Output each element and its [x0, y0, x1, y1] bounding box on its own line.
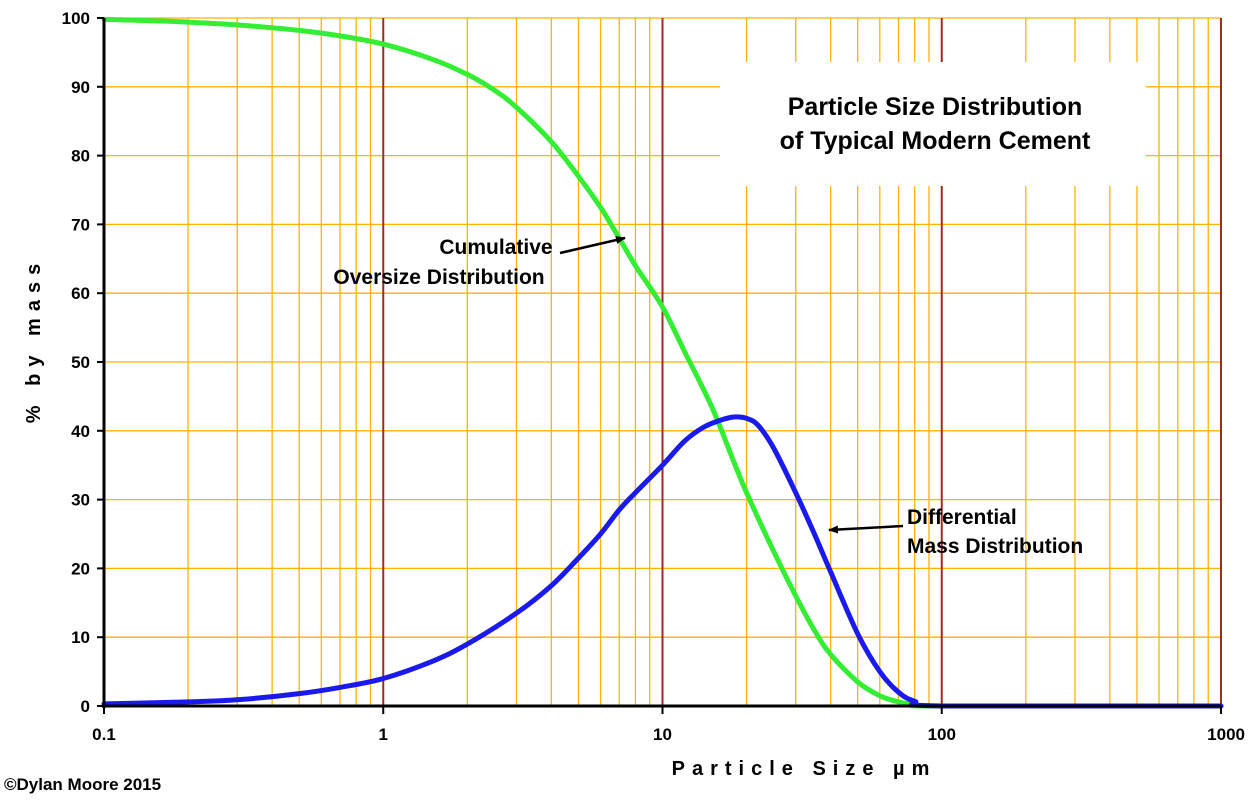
copyright: ©Dylan Moore 2015 — [4, 775, 161, 794]
y-tick-label: 80 — [71, 147, 90, 166]
y-tick-label: 40 — [71, 422, 90, 441]
x-tick-label: 10 — [653, 725, 672, 744]
y-tick-label: 30 — [71, 491, 90, 510]
cumulative-label-line-1: Cumulative — [439, 236, 552, 259]
series — [101, 16, 1224, 709]
y-tick-label: 90 — [71, 78, 90, 97]
x-tick-label: 0.1 — [92, 725, 116, 744]
chart-title-line-1: Particle Size Distribution — [788, 93, 1083, 121]
y-axis-title: % by mass — [23, 257, 45, 423]
title-box — [720, 62, 1146, 186]
axes: 0 10 20 30 40 50 60 70 80 90 100 0.1 1 10 100 1000 — [62, 9, 1245, 744]
y-tick-label: 60 — [71, 284, 90, 303]
x-tick-label: 1 — [379, 725, 388, 744]
y-tick-label: 50 — [71, 353, 90, 372]
series-line-cumulative — [101, 16, 1224, 709]
y-tick-label: 0 — [81, 697, 90, 716]
y-tick-label: 10 — [71, 628, 90, 647]
x-axis-title: Particle Size µm — [672, 758, 937, 780]
cumulative-arrow — [559, 236, 626, 255]
differential-arrow — [828, 524, 904, 534]
differential-label-line-2: Mass Distribution — [907, 535, 1083, 558]
x-tick-label: 1000 — [1207, 725, 1245, 744]
chart-title-line-2: of Typical Modern Cement — [780, 127, 1091, 155]
cumulative-label-line-2: Oversize Distribution — [333, 266, 544, 289]
differential-label-line-1: Differential — [907, 506, 1017, 529]
y-tick-label: 20 — [71, 559, 90, 578]
y-tick-label: 100 — [62, 9, 90, 28]
series-line-differential — [101, 414, 1224, 709]
y-tick-label: 70 — [71, 215, 90, 234]
x-tick-label: 100 — [928, 725, 956, 744]
